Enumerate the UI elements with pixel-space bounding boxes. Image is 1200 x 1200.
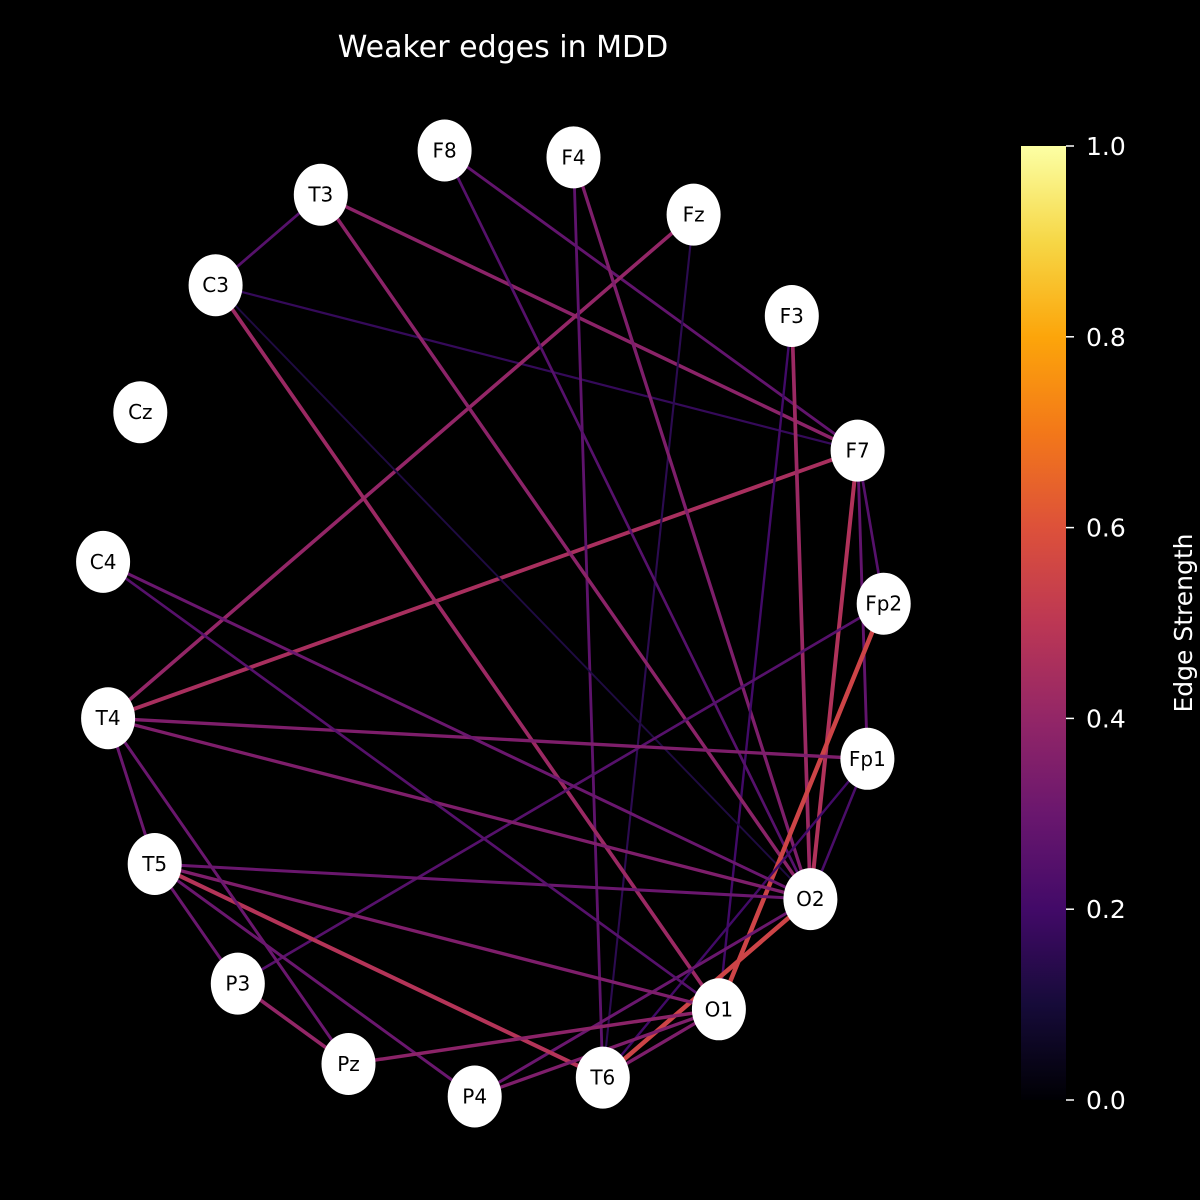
node-label: F3 (780, 304, 804, 328)
colorbar-label: Edge Strength (1169, 533, 1198, 712)
node-marker (546, 126, 601, 189)
node-t6: T6 (575, 1046, 630, 1109)
edge-fp2-p3 (236, 602, 886, 985)
edge-o2-c4 (101, 560, 812, 901)
figure-title: Weaker edges in MDD (338, 30, 669, 65)
node-marker (830, 419, 885, 482)
colorbar: 0.0 0.2 0.4 0.6 0.8 1.0 Edge Strength (1021, 132, 1198, 1115)
edge-fz-t4 (106, 212, 696, 721)
edge-t4-pz (106, 716, 350, 1066)
node-marker (127, 833, 182, 895)
node-marker (447, 1065, 502, 1128)
node-marker (210, 952, 265, 1015)
node-label: P4 (462, 1085, 487, 1109)
node-label: T5 (141, 852, 167, 876)
edge-fp1-t4 (106, 716, 870, 761)
node-marker (783, 868, 838, 931)
node-p4: P4 (447, 1065, 502, 1128)
node-label: Pz (337, 1052, 360, 1076)
node-marker (321, 1033, 376, 1095)
node-c3: C3 (188, 254, 243, 317)
node-f3: F3 (764, 285, 819, 347)
node-label: O1 (705, 997, 733, 1021)
node-t3: T3 (293, 163, 348, 226)
node-marker (417, 119, 472, 182)
node-marker (856, 572, 911, 635)
edge-f7-t4 (106, 448, 860, 721)
edge-f8-o2 (443, 149, 812, 901)
node-fp1: Fp1 (840, 727, 895, 790)
node-label: Fz (683, 203, 705, 227)
colorbar-tick-label: 0.6 (1086, 514, 1126, 543)
node-marker (188, 254, 243, 317)
node-label: T6 (589, 1066, 615, 1090)
colorbar-tick-label: 0.2 (1086, 895, 1126, 924)
node-f4: F4 (546, 126, 601, 189)
colorbar-tick-label: 0.0 (1086, 1086, 1126, 1115)
node-marker (666, 183, 721, 246)
colorbar-tick-label: 0.8 (1086, 323, 1126, 352)
node-label: F4 (561, 145, 585, 169)
edge-t3-o2 (319, 192, 813, 901)
colorbar-tick-label: 0.4 (1086, 704, 1126, 733)
colorbar-tick-label: 1.0 (1086, 132, 1126, 161)
node-marker (293, 163, 348, 226)
edge-o2-t5 (153, 862, 812, 901)
node-fz: Fz (666, 183, 721, 246)
colorbar-gradient (1021, 146, 1066, 1100)
edge-t5-o1 (153, 862, 721, 1011)
edge-t5-p4 (153, 862, 477, 1098)
node-marker (81, 687, 136, 750)
node-pz: Pz (321, 1033, 376, 1095)
node-t5: T5 (127, 833, 182, 895)
node-f7: F7 (830, 419, 885, 482)
edge-f4-o2 (571, 155, 813, 901)
edge-o2-p4 (473, 897, 812, 1098)
colorbar-ticks: 0.0 0.2 0.4 0.6 0.8 1.0 (1066, 132, 1126, 1115)
edge-f7-t3 (319, 192, 860, 453)
edge-fz-t6 (601, 213, 695, 1079)
edge-c3-o2 (214, 284, 812, 901)
node-p3: P3 (210, 952, 265, 1015)
node-label: Fp2 (865, 592, 902, 616)
node-c4: C4 (76, 530, 131, 593)
node-label: C3 (202, 273, 229, 297)
node-cz: Cz (113, 381, 168, 444)
node-label: O2 (796, 887, 824, 911)
node-label: F7 (845, 439, 869, 463)
node-o1: O1 (691, 978, 746, 1041)
edge-fp2-o1 (716, 601, 886, 1012)
node-f8: F8 (417, 119, 472, 182)
node-fp2: Fp2 (856, 572, 911, 635)
node-label: T3 (307, 183, 333, 207)
node-label: C4 (90, 550, 117, 574)
node-t4: T4 (81, 687, 136, 750)
edge-o2-t4 (106, 716, 813, 901)
node-marker (76, 530, 131, 593)
node-marker (113, 381, 168, 444)
edge-f7-f8 (443, 149, 860, 453)
node-layer: F4 Fz F3 F7 Fp2 Fp1 O2 O1 T6 P4 Pz P3 T5 T4 C4 Cz C3 T3 F8 (76, 119, 911, 1128)
node-label: P3 (225, 972, 250, 996)
node-marker (764, 285, 819, 347)
node-marker (575, 1046, 630, 1109)
node-label: Fp1 (849, 747, 886, 771)
node-label: Cz (128, 400, 152, 424)
node-o2: O2 (783, 868, 838, 931)
edge-fp1-t6 (601, 757, 869, 1079)
node-label: T4 (95, 706, 121, 730)
edge-f7-o2 (808, 448, 860, 902)
edge-f7-c3 (214, 284, 859, 452)
edge-f4-t6 (572, 155, 605, 1080)
edge-pz-o1 (346, 1007, 721, 1066)
edge-f3-o2 (789, 314, 813, 901)
edge-c4-o1 (101, 560, 721, 1011)
edge-t5-t6 (152, 861, 605, 1080)
node-marker (840, 727, 895, 790)
node-label: F8 (432, 139, 456, 163)
node-marker (691, 978, 746, 1041)
